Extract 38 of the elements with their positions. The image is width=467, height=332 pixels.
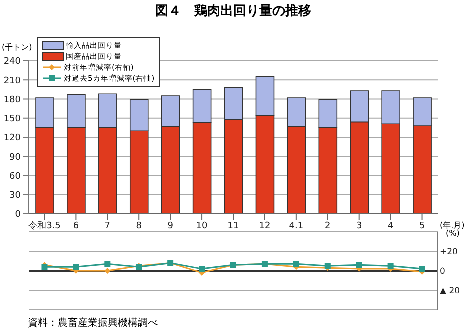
text: 資料：農畜産業振興機構調べ	[28, 316, 158, 330]
x-tick-label: 6	[73, 221, 80, 232]
x-tick-label: 7	[104, 221, 111, 232]
x-axis-title: (年.月)	[440, 220, 465, 230]
y-tick-label: 240	[4, 57, 22, 68]
y-tick-label: 150	[4, 114, 22, 125]
point	[199, 266, 206, 272]
point	[293, 261, 300, 268]
x-tick-label: 2	[325, 221, 331, 232]
x-tick-label: 令和3.5	[28, 220, 61, 232]
point	[388, 263, 394, 270]
x-tick-label: 12	[259, 221, 271, 232]
y-tick-label: 210	[4, 76, 22, 86]
y-tick-label: 60	[10, 172, 22, 182]
y-tick-label: 0	[440, 267, 446, 277]
x-tick-label: 5	[419, 221, 426, 232]
point	[104, 268, 111, 274]
point	[419, 266, 426, 272]
x-tick-label: 11	[228, 221, 240, 232]
y-tick-label: 120	[4, 134, 22, 144]
y-tick-label: 30	[10, 191, 22, 202]
y-tick-label: ▲ 20	[440, 286, 460, 296]
y-tick-label: 0	[15, 210, 22, 220]
x-tick-label: 4	[388, 221, 394, 232]
y-tick-label: 90	[10, 152, 22, 163]
point	[356, 262, 362, 268]
y-axis-title: (%)	[446, 229, 460, 238]
y-tick-label: +20	[440, 248, 458, 258]
y-axis-title: (千トン)	[2, 42, 32, 53]
x-tick-label: 10	[196, 221, 208, 232]
y-tick-label: 180	[4, 95, 22, 106]
chart-title: 図４ 鶏肉出回り量の推移	[154, 3, 312, 20]
x-tick-label: 3	[356, 221, 362, 232]
x-tick-label: 8	[136, 221, 142, 232]
x-tick-label: 9	[168, 221, 174, 232]
point	[73, 264, 80, 270]
x-tick-label: 4.1	[289, 221, 304, 232]
point	[104, 261, 111, 268]
